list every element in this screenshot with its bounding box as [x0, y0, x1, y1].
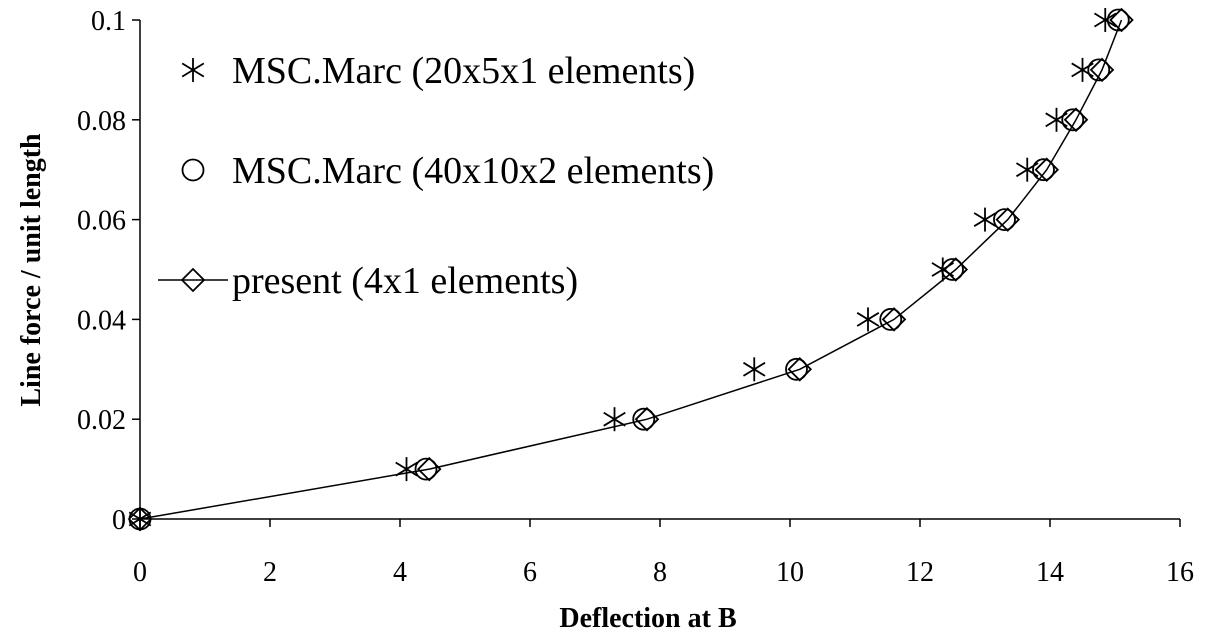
- x-tick-label: 14: [1036, 557, 1064, 588]
- y-axis-title: Line force / unit length: [16, 133, 47, 407]
- point-asterisk-stroke: [856, 312, 880, 327]
- point-circle-shape: [941, 258, 964, 281]
- point-diamond-shape: [634, 406, 660, 432]
- point-asterisk: [742, 357, 766, 382]
- point-asterisk-stroke: [603, 411, 626, 427]
- point-circle-shape: [879, 307, 903, 331]
- point-diamond-shape: [416, 456, 442, 482]
- point-diamond: [787, 357, 813, 382]
- point-diamond-shape: [127, 506, 153, 532]
- point-diamond-shape: [1034, 157, 1060, 182]
- point-circle: [785, 357, 808, 381]
- legend-label: MSC.Marc (40x10x2 elements): [232, 150, 714, 192]
- axes: 0 0.02 0.04 0.06 0.08 0.1 0 2 4 6 8 10 12 14 16: [77, 6, 1194, 588]
- series-line-diamond: [139, 19, 1123, 520]
- y-tick-label: 0.04: [77, 305, 126, 336]
- point-asterisk-stroke: [973, 212, 997, 227]
- y-tick-label: 0: [112, 505, 126, 536]
- point-diamond: [416, 456, 442, 482]
- point-asterisk-stroke: [395, 461, 418, 477]
- y-tick-label: 0.02: [77, 405, 126, 436]
- legend-marker-circle: [181, 158, 205, 182]
- point-asterisk: [1093, 8, 1117, 32]
- y-tick-label: 0.06: [77, 206, 126, 237]
- point-diamond-shape: [1089, 57, 1115, 83]
- x-tick-label: 8: [653, 557, 667, 588]
- point-circle-shape: [1061, 108, 1085, 132]
- point-circle: [941, 258, 964, 281]
- legend-marker-diamond-shape: [180, 267, 206, 293]
- point-circle: [1106, 8, 1130, 32]
- point-asterisk: [973, 207, 997, 232]
- point-diamond: [881, 307, 907, 332]
- x-tick-label: 16: [1166, 557, 1194, 588]
- point-circle: [1032, 158, 1055, 182]
- point-diamond: [1063, 107, 1089, 133]
- point-circle: [993, 208, 1016, 232]
- legend: MSC.Marc (20x5x1 elements) MSC.Marc (40x1…: [158, 50, 714, 302]
- x-axis-title: Deflection at B: [559, 603, 736, 634]
- point-circle-shape: [414, 457, 438, 481]
- x-tick-label: 4: [393, 557, 407, 588]
- point-diamond: [943, 257, 969, 282]
- x-tick-label: 0: [133, 557, 147, 588]
- point-diamond-shape: [995, 207, 1021, 232]
- point-diamond: [1034, 157, 1060, 182]
- point-diamond: [1109, 7, 1134, 33]
- point-diamond: [634, 406, 660, 432]
- point-diamond-shape: [1063, 107, 1089, 133]
- x-tick-label: 2: [263, 557, 277, 588]
- point-diamond: [1089, 57, 1115, 83]
- legend-marker-circle-shape: [181, 158, 205, 182]
- point-circle-shape: [1106, 8, 1130, 32]
- y-tick-label: 0.1: [91, 6, 126, 37]
- point-diamond: [995, 207, 1021, 232]
- point-circle: [879, 307, 903, 331]
- point-circle: [632, 407, 656, 431]
- x-tick-label: 10: [776, 557, 804, 588]
- legend-marker-diamond: [180, 267, 206, 293]
- point-diamond: [127, 506, 153, 532]
- x-tick-label: 12: [906, 557, 934, 588]
- point-circle: [1087, 58, 1111, 82]
- point-asterisk-stroke: [742, 361, 766, 377]
- legend-marker-asterisk-stroke: [181, 62, 205, 78]
- point-circle-shape: [632, 407, 656, 431]
- legend-label: MSC.Marc (20x5x1 elements): [232, 50, 695, 92]
- point-asterisk: [856, 307, 880, 332]
- point-circle: [414, 457, 438, 481]
- legend-marker-asterisk: [181, 58, 205, 82]
- x-tick-label: 6: [523, 557, 537, 588]
- point-circle-shape: [1087, 58, 1111, 82]
- point-diamond-shape: [881, 307, 907, 332]
- present-curve-layer: [139, 19, 1123, 520]
- point-asterisk: [395, 457, 418, 482]
- legend-label: present (4x1 elements): [232, 260, 578, 302]
- point-asterisk-stroke: [1093, 12, 1117, 28]
- point-diamond-shape: [943, 257, 969, 282]
- point-asterisk: [603, 407, 626, 432]
- point-circle-shape: [993, 208, 1016, 232]
- y-tick-label: 0.08: [77, 106, 126, 137]
- point-diamond-shape: [1109, 7, 1134, 33]
- point-circle-shape: [1032, 158, 1055, 182]
- point-circle: [1061, 108, 1085, 132]
- point-circle-shape: [785, 357, 808, 381]
- markers-layer: [127, 7, 1134, 532]
- point-diamond-shape: [787, 357, 813, 382]
